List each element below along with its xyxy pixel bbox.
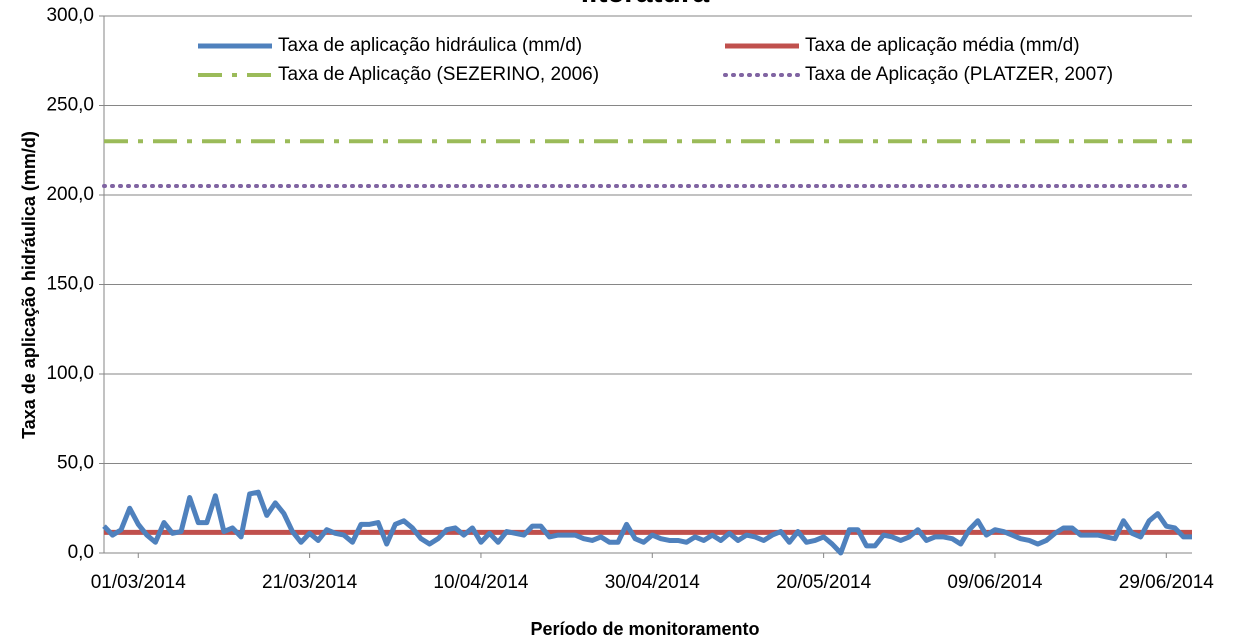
legend-label: Taxa de Aplicação (PLATZER, 2007) (805, 64, 1113, 85)
x-tick-label: 29/06/2014 (1119, 572, 1215, 593)
y-tick-label: 300,0 (46, 5, 94, 26)
y-tick-label: 0,0 (68, 542, 94, 563)
x-tick-label: 21/03/2014 (262, 572, 358, 593)
legend-label: Taxa de aplicação média (mm/d) (805, 35, 1080, 56)
y-tick-label: 100,0 (46, 363, 94, 384)
legend-label: Taxa de Aplicação (SEZERINO, 2006) (278, 64, 599, 85)
legend-label: Taxa de aplicação hidráulica (mm/d) (278, 35, 582, 56)
x-tick-label: 20/05/2014 (776, 572, 872, 593)
y-tick-label: 150,0 (46, 274, 94, 295)
x-axis-title: Período de monitoramento (530, 619, 759, 639)
series-line (102, 489, 1192, 556)
y-tick-label: 200,0 (46, 184, 94, 205)
x-tick-label: 01/03/2014 (91, 572, 187, 593)
x-tick-label: 09/06/2014 (947, 572, 1043, 593)
y-tick-label: 250,0 (46, 95, 94, 116)
x-tick-label: 30/04/2014 (605, 572, 701, 593)
legend: Taxa de aplicação hidráulica (mm/d) Taxa … (198, 35, 1113, 85)
chart-title: literatura (581, 0, 710, 9)
x-tick-label: 10/04/2014 (433, 572, 529, 593)
plot-area (102, 139, 1194, 556)
grid (99, 15, 1192, 558)
y-tick-label: 50,0 (57, 453, 94, 474)
y-axis-title: Taxa de aplicação hidráulica (mm/d) (19, 131, 39, 439)
